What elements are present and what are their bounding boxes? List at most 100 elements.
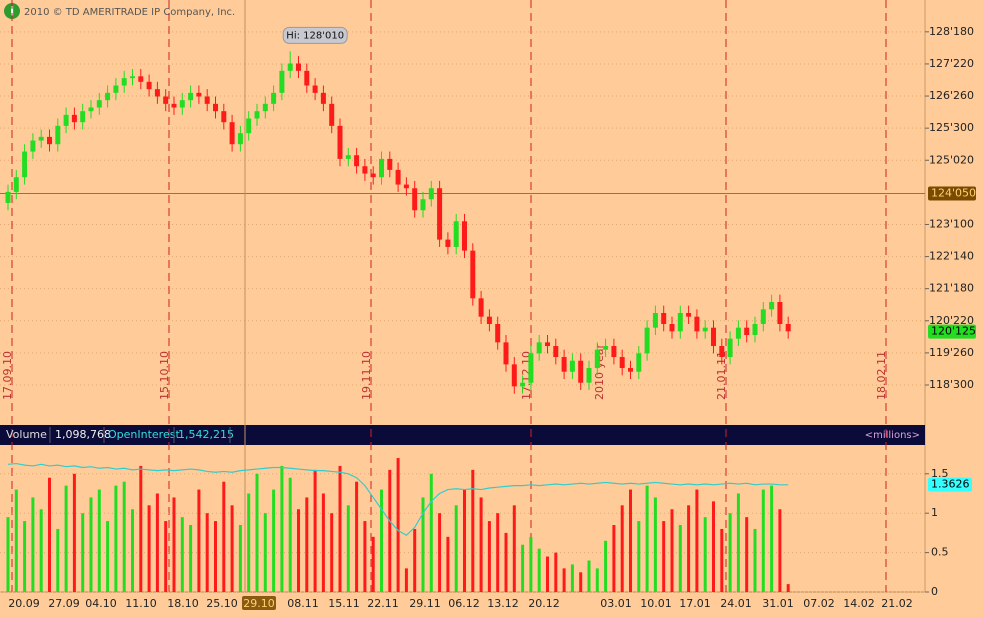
- volume-bar: [554, 552, 558, 592]
- oi-marker: [928, 477, 972, 492]
- volume-header: [0, 425, 925, 445]
- candle-body: [652, 312, 658, 328]
- y-tick-label: 120'220: [929, 314, 974, 327]
- volume-bar: [579, 572, 583, 592]
- candle-body: [254, 111, 260, 119]
- candle-body: [229, 122, 235, 145]
- info-icon-glyph: i: [10, 5, 14, 19]
- x-tick-label: 25.10: [206, 597, 238, 610]
- candle-body: [213, 103, 218, 112]
- candle-body: [412, 188, 418, 211]
- x-tick-label: 29.11: [409, 597, 441, 610]
- candle-body: [30, 140, 36, 152]
- volume-bar: [97, 489, 101, 592]
- volume-bar: [288, 477, 292, 592]
- candle-body: [603, 346, 609, 350]
- oi-marker-label: 1.3626: [931, 478, 970, 491]
- candle-body: [154, 89, 160, 97]
- candle-body: [204, 96, 210, 104]
- volume-bar: [703, 517, 707, 592]
- volume-bar: [612, 525, 616, 592]
- x-tick-label: 15.11: [328, 597, 360, 610]
- volume-bar: [521, 544, 525, 592]
- volume-bar: [487, 521, 491, 592]
- volume-bar: [313, 469, 317, 592]
- volume-bar: [471, 469, 475, 592]
- candle-body: [628, 368, 633, 372]
- candle-body: [47, 136, 52, 145]
- volume-bar: [496, 513, 500, 592]
- candle-body: [105, 92, 111, 101]
- candle-body: [395, 169, 401, 185]
- price-marker-label: 124'050: [931, 187, 976, 200]
- x-axis: [0, 592, 983, 617]
- volume-bar: [504, 532, 508, 592]
- candle-body: [55, 125, 61, 145]
- candle-body: [80, 111, 86, 123]
- volume-bar: [106, 521, 110, 592]
- candle-body: [503, 342, 509, 365]
- volume-bar: [438, 513, 442, 592]
- candle-body: [188, 92, 194, 101]
- candle-body: [221, 111, 227, 123]
- candle-body: [462, 221, 467, 251]
- volume-bar: [562, 568, 566, 592]
- x-tick-label: 04.10: [85, 597, 117, 610]
- volume-bar: [56, 528, 60, 592]
- candle-body: [320, 92, 326, 104]
- volume-bar: [330, 513, 334, 592]
- candle-body: [785, 324, 791, 332]
- volume-bar: [546, 556, 549, 592]
- x-tick-label: 08.11: [287, 597, 319, 610]
- candle-body: [694, 316, 700, 332]
- volume-bar: [48, 477, 51, 592]
- volume-bar: [247, 493, 251, 592]
- volume-bar: [670, 509, 674, 592]
- candle-body: [96, 100, 102, 108]
- candle-body: [536, 342, 542, 354]
- volume-bar: [263, 513, 267, 592]
- volume-bar: [139, 465, 143, 592]
- volume-bar: [587, 560, 591, 592]
- volume-bar: [620, 505, 624, 592]
- candle-body: [63, 114, 69, 126]
- open-interest-line: [7, 462, 789, 537]
- volume-bar: [778, 509, 782, 592]
- y-tick-label: 0: [931, 585, 938, 598]
- candle-body: [113, 85, 119, 93]
- period-label: 21.01.11: [715, 351, 728, 400]
- volume-bar: [363, 521, 367, 592]
- x-tick-label: 18.10: [167, 597, 199, 610]
- candle-body: [262, 103, 268, 112]
- price-marker: [928, 186, 976, 201]
- candle-body: [686, 312, 692, 317]
- volume-bar: [421, 497, 425, 592]
- volume-readout: 1,542,215: [178, 428, 234, 441]
- volume-bar: [463, 489, 466, 592]
- x-tick-label: 13.12: [487, 597, 519, 610]
- volume-readout: OpenInterest: [108, 428, 180, 441]
- volume-units: <millions>: [865, 430, 920, 441]
- candle-body: [735, 327, 741, 339]
- volume-bar: [81, 513, 85, 592]
- candle-body: [354, 155, 360, 167]
- candle-body: [5, 191, 11, 203]
- info-icon[interactable]: [4, 3, 20, 19]
- period-label: 18.02.11: [875, 351, 888, 400]
- volume-bar: [770, 485, 774, 592]
- volume-bar: [479, 497, 483, 592]
- candle-body: [586, 368, 592, 383]
- volume-bar: [147, 505, 151, 592]
- volume-bar: [64, 485, 68, 592]
- volume-bar: [429, 473, 433, 592]
- y-tick-label: 118'300: [929, 378, 974, 391]
- copyright: 2010 © TD AMERITRADE IP Company, Inc.: [24, 7, 235, 18]
- x-tick-label: 07.02: [803, 597, 835, 610]
- candle-body: [453, 221, 459, 247]
- y-tick-label: 125'300: [929, 121, 974, 134]
- candle-body: [669, 324, 675, 332]
- candle-body: [171, 103, 177, 108]
- volume-bar: [172, 497, 176, 592]
